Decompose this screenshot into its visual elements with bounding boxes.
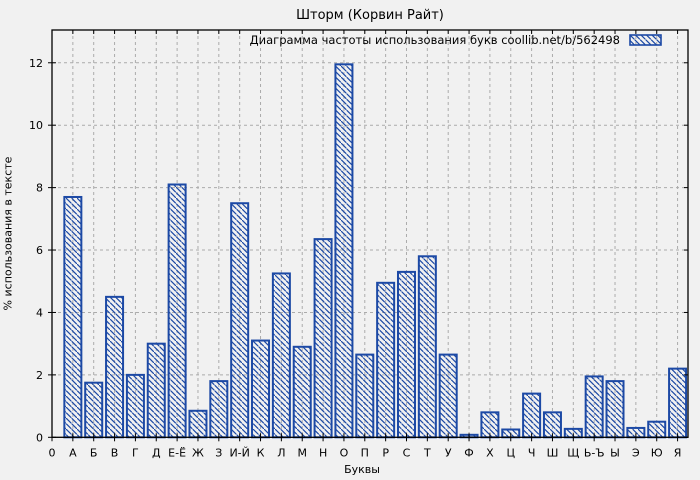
bar-Т (417, 255, 437, 439)
x-tick-label: Э (632, 446, 640, 459)
y-tick-label: 0 (36, 431, 43, 444)
bar-Р (376, 281, 396, 439)
x-tick-label: Ж (192, 446, 204, 459)
bar-М (292, 345, 312, 439)
x-tick-label: Ф (464, 446, 473, 459)
x-tick-label: Ю (651, 446, 663, 459)
bar-К (251, 339, 271, 439)
bar-Н (313, 238, 333, 439)
x-tick-label: П (361, 446, 369, 459)
x-tick-label: Б (90, 446, 98, 459)
bar-З (209, 380, 229, 439)
x-origin-label: 0 (49, 446, 56, 459)
x-tick-label: Л (277, 446, 285, 459)
legend-label: Диаграмма частоты использования букв coo… (249, 33, 620, 47)
bar-В (105, 295, 125, 439)
bar-Л (271, 272, 291, 439)
x-tick-label: Д (152, 446, 161, 459)
bar-П (355, 353, 375, 439)
bar-О (334, 63, 354, 439)
bar-У (438, 353, 458, 439)
x-tick-label: В (111, 446, 119, 459)
x-tick-label: А (69, 446, 77, 459)
x-axis-label: Буквы (344, 463, 380, 476)
x-tick-label: Р (382, 446, 389, 459)
x-tick-label: Ы (610, 446, 620, 459)
y-tick-label: 8 (36, 182, 43, 195)
x-tick-label: Ц (506, 446, 515, 459)
x-tick-label: С (403, 446, 411, 459)
bar-Г (125, 373, 145, 439)
x-tick-label: Ш (547, 446, 559, 459)
tick-labels: А Б В Г Д Е-Ё Ж З И-Й К Л М Н О П Р С Т У Ф Х Ц Ч Ш Щ Ь-Ъ Ы Э Ю Я 00 2 4… (29, 57, 681, 460)
chart-title: Шторм (Корвин Райт) (296, 8, 444, 23)
y-tick-label: 6 (36, 244, 43, 257)
bar-С (396, 270, 416, 439)
x-tick-label: Н (319, 446, 327, 459)
x-tick-label: Ч (528, 446, 536, 459)
legend-swatch (629, 34, 662, 46)
axis-ticks (48, 30, 688, 442)
gridlines (52, 30, 688, 438)
x-tick-label: И-Й (229, 446, 249, 459)
x-tick-label: К (257, 446, 265, 459)
bar-Я (668, 367, 688, 439)
bar-Б (84, 381, 104, 439)
bar-Ь-Ъ (584, 375, 604, 439)
bar-А (63, 195, 83, 439)
bar-Ы (605, 380, 625, 439)
y-tick-label: 10 (29, 119, 43, 132)
plot-frame (51, 29, 689, 438)
bar-Ч (522, 392, 542, 439)
x-tick-label: Я (674, 446, 682, 459)
y-tick-label: 2 (36, 369, 43, 382)
bar-И-Й (230, 202, 250, 439)
x-tick-label: З (215, 446, 222, 459)
x-tick-label: Г (132, 446, 139, 459)
x-tick-label: М (297, 446, 307, 459)
x-tick-label: Щ (567, 446, 579, 459)
x-tick-label: У (445, 446, 452, 459)
x-tick-label: Т (423, 446, 431, 459)
x-tick-label: О (340, 446, 349, 459)
bars (63, 63, 688, 439)
bar-Д (146, 342, 166, 439)
legend: Диаграмма частоты использования букв coo… (250, 33, 662, 47)
y-tick-label: 12 (29, 57, 43, 70)
x-tick-label: Ь-Ъ (584, 446, 605, 459)
x-tick-label: Х (486, 446, 494, 459)
bar-Е-Ё (167, 183, 187, 439)
x-tick-label: Е-Ё (168, 446, 186, 459)
y-tick-label: 4 (36, 306, 43, 319)
